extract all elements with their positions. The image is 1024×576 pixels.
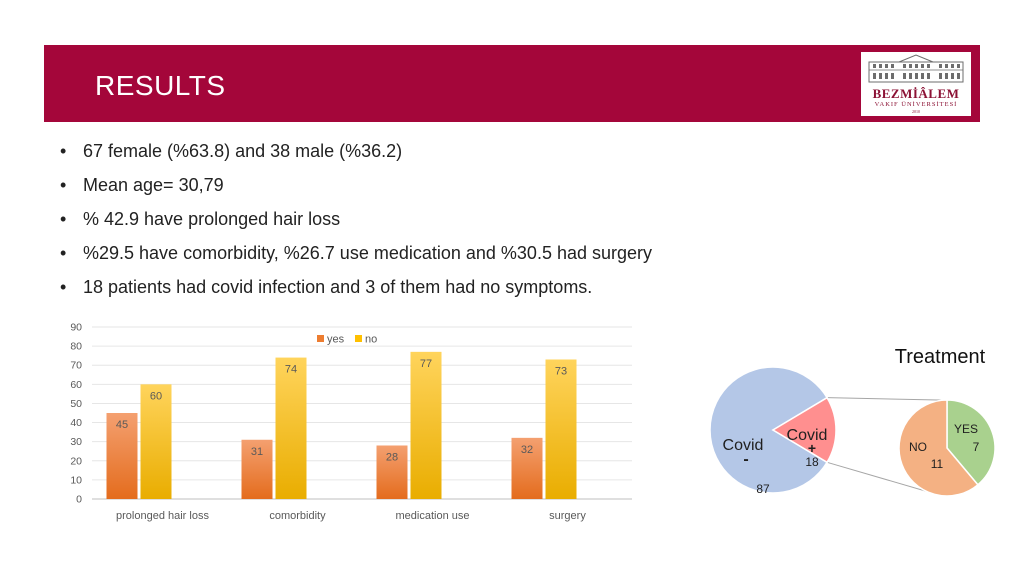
- header-band: [44, 45, 980, 122]
- connector-line: [827, 397, 945, 401]
- bar-yes: [511, 437, 543, 499]
- y-tick-label: 60: [70, 379, 82, 391]
- data-label: 31: [251, 446, 263, 458]
- bullet-list: 67 female (%63.8) and 38 male (%36.2) Me…: [60, 138, 780, 308]
- pie-label-covid-positive-sign: +: [808, 440, 816, 456]
- pie-label-treatment-yes: YES: [954, 422, 978, 436]
- data-label: 45: [116, 419, 128, 431]
- pie-slice-covid-positive: [771, 396, 837, 464]
- pie-label-covid-negative-sign: -: [743, 451, 748, 468]
- pie-value-treatment-no: 11: [931, 457, 944, 471]
- data-label: 60: [150, 390, 162, 402]
- pie-value-covid-negative: 87: [756, 482, 770, 496]
- university-logo: BEZMİÂLEM VAKIF ÜNİVERSİTESİ 2010: [861, 52, 971, 116]
- bar-no: [140, 384, 172, 499]
- data-label: 74: [285, 364, 297, 376]
- data-label: 28: [386, 451, 398, 463]
- data-label: 32: [521, 444, 533, 456]
- data-label: 73: [555, 365, 567, 377]
- logo-subtitle: VAKIF ÜNİVERSİTESİ: [874, 101, 958, 108]
- y-tick-label: 70: [70, 360, 82, 372]
- connector-line: [826, 461, 942, 497]
- bullet-item: Mean age= 30,79: [60, 172, 780, 206]
- pie-label-covid-negative: Covid: [723, 437, 764, 454]
- x-tick-label: comorbidity: [269, 510, 326, 522]
- y-tick-label: 80: [70, 341, 82, 353]
- y-tick-label: 30: [70, 436, 82, 448]
- legend-swatch: [355, 335, 362, 342]
- x-tick-label: prolonged hair loss: [116, 510, 209, 522]
- y-tick-label: 40: [70, 417, 82, 429]
- bullet-item: 67 female (%63.8) and 38 male (%36.2): [60, 138, 780, 172]
- bar-chart: 0 10 20 30 40 50 60 70 80 90 prolonged hair loss 45…: [70, 322, 632, 522]
- y-tick-label: 50: [70, 398, 82, 410]
- y-tick-label: 0: [76, 494, 82, 506]
- x-tick-label: surgery: [549, 510, 586, 522]
- legend-swatch: [317, 335, 324, 342]
- bar-yes: [376, 445, 408, 499]
- y-tick-label: 20: [70, 455, 82, 467]
- bar-no: [275, 357, 307, 499]
- bar-yes: [241, 439, 273, 499]
- pie-value-covid-positive: 18: [805, 455, 819, 469]
- bullet-item: 18 patients had covid infection and 3 of…: [60, 274, 780, 308]
- pie-slice-covid-negative: [709, 366, 829, 494]
- bullet-item: % 42.9 have prolonged hair loss: [60, 206, 780, 240]
- bullet-item: %29.5 have comorbidity, %26.7 use medica…: [60, 240, 780, 274]
- bar-no: [410, 351, 442, 499]
- legend-label: no: [365, 334, 377, 346]
- pie-value-treatment-yes: 7: [973, 440, 980, 454]
- pie-label-covid-positive: Covid: [787, 427, 828, 444]
- legend-label: yes: [327, 334, 345, 346]
- logo-year: 2010: [912, 109, 920, 114]
- data-label: 77: [420, 358, 432, 370]
- y-tick-label: 10: [70, 474, 82, 486]
- slide-title: RESULTS: [95, 70, 226, 101]
- x-tick-label: medication use: [396, 510, 470, 522]
- treatment-pie-title: Treatment: [894, 346, 986, 368]
- pie-slice-treatment-no: [898, 399, 979, 497]
- y-tick-label: 90: [70, 322, 82, 334]
- building-icon: [861, 52, 971, 86]
- pie-slice-treatment-yes: [946, 399, 996, 486]
- pie-label-treatment-no: NO: [909, 440, 927, 454]
- logo-name: BEZMİÂLEM: [872, 86, 960, 101]
- bar-yes: [106, 413, 138, 499]
- bar-no: [545, 359, 577, 499]
